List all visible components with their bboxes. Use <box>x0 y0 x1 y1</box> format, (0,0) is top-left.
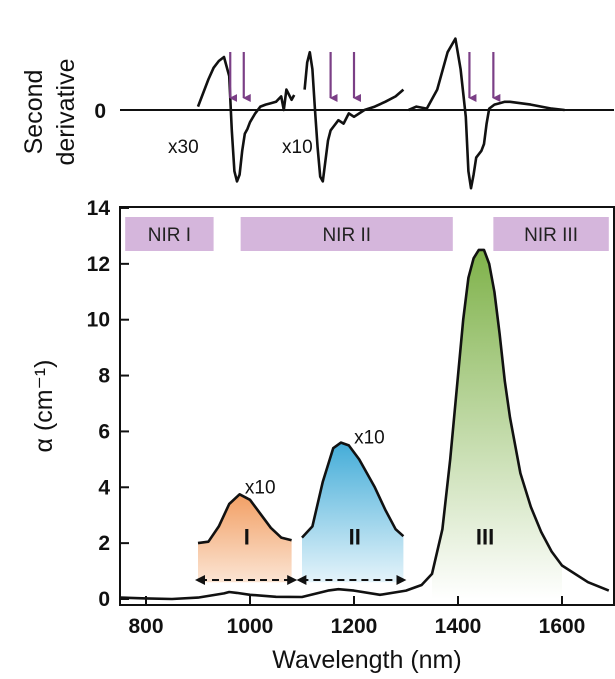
ytick-label-8: 8 <box>98 365 110 388</box>
top-ylabel-line1: Second <box>20 70 48 155</box>
xtick-label-1000: 1000 <box>227 615 274 638</box>
peak-III-label: III <box>476 525 494 550</box>
xtick-label-1400: 1400 <box>435 615 482 638</box>
inset-I-curve <box>197 493 292 545</box>
top-ytick-zero: 0 <box>94 100 106 123</box>
y-axis-title: α (cm⁻¹) <box>30 360 58 453</box>
derivative-curve-1 <box>196 55 296 183</box>
band-label-2: NIR II <box>322 225 371 246</box>
ytick-label-10: 10 <box>87 309 110 332</box>
plot-frame <box>119 206 615 606</box>
absorption-panel: NIR I NIR II NIR III 800 1000 1200 1400 1600 0… <box>30 197 615 674</box>
y-ticks: 0 2 4 6 8 10 12 14 <box>87 197 129 611</box>
top-curves <box>196 37 565 190</box>
absorption-curve <box>119 248 610 601</box>
ytick-label-12: 12 <box>87 253 110 276</box>
inset-II-curve <box>301 441 405 539</box>
peak-III-fill <box>432 249 562 599</box>
inset-II-scale-label: x10 <box>354 427 385 448</box>
xtick-label-1200: 1200 <box>331 615 378 638</box>
inset-I-fill <box>198 494 292 583</box>
ytick-label-4: 4 <box>98 476 110 499</box>
top-scale-label-x30: x30 <box>168 137 199 158</box>
top-scale-label-x10: x10 <box>282 137 313 158</box>
band-label-3: NIR III <box>524 225 578 246</box>
band-label-1: NIR I <box>148 225 191 246</box>
inset-II-fill <box>302 442 404 583</box>
nir-bands: NIR I NIR II NIR III <box>125 217 609 251</box>
band-2 <box>240 217 453 251</box>
second-derivative-panel: Second derivative 0 x30 x10 <box>20 37 614 190</box>
ytick-label-14: 14 <box>87 197 111 220</box>
peak-fills <box>198 249 562 599</box>
ytick-label-2: 2 <box>98 532 110 555</box>
absorption-curves <box>119 248 610 601</box>
derivative-curve-2 <box>303 50 405 183</box>
axes <box>119 206 615 606</box>
top-ylabel-line2: derivative <box>52 59 80 166</box>
band-3 <box>493 217 609 251</box>
ytick-label-0: 0 <box>98 588 110 611</box>
ytick-label-6: 6 <box>98 420 110 443</box>
xtick-label-800: 800 <box>128 615 163 638</box>
purple-arrows <box>229 52 501 102</box>
inset-II-label: II <box>349 525 361 550</box>
derivative-curve-3 <box>408 37 565 190</box>
xtick-label-1600: 1600 <box>539 615 586 638</box>
x-ticks: 800 1000 1200 1400 1600 <box>128 596 585 638</box>
inset-I-scale-label: x10 <box>245 478 276 499</box>
inset-I-label: I <box>244 525 250 550</box>
band-1 <box>125 217 214 251</box>
x-axis-title: Wavelength (nm) <box>272 646 461 674</box>
